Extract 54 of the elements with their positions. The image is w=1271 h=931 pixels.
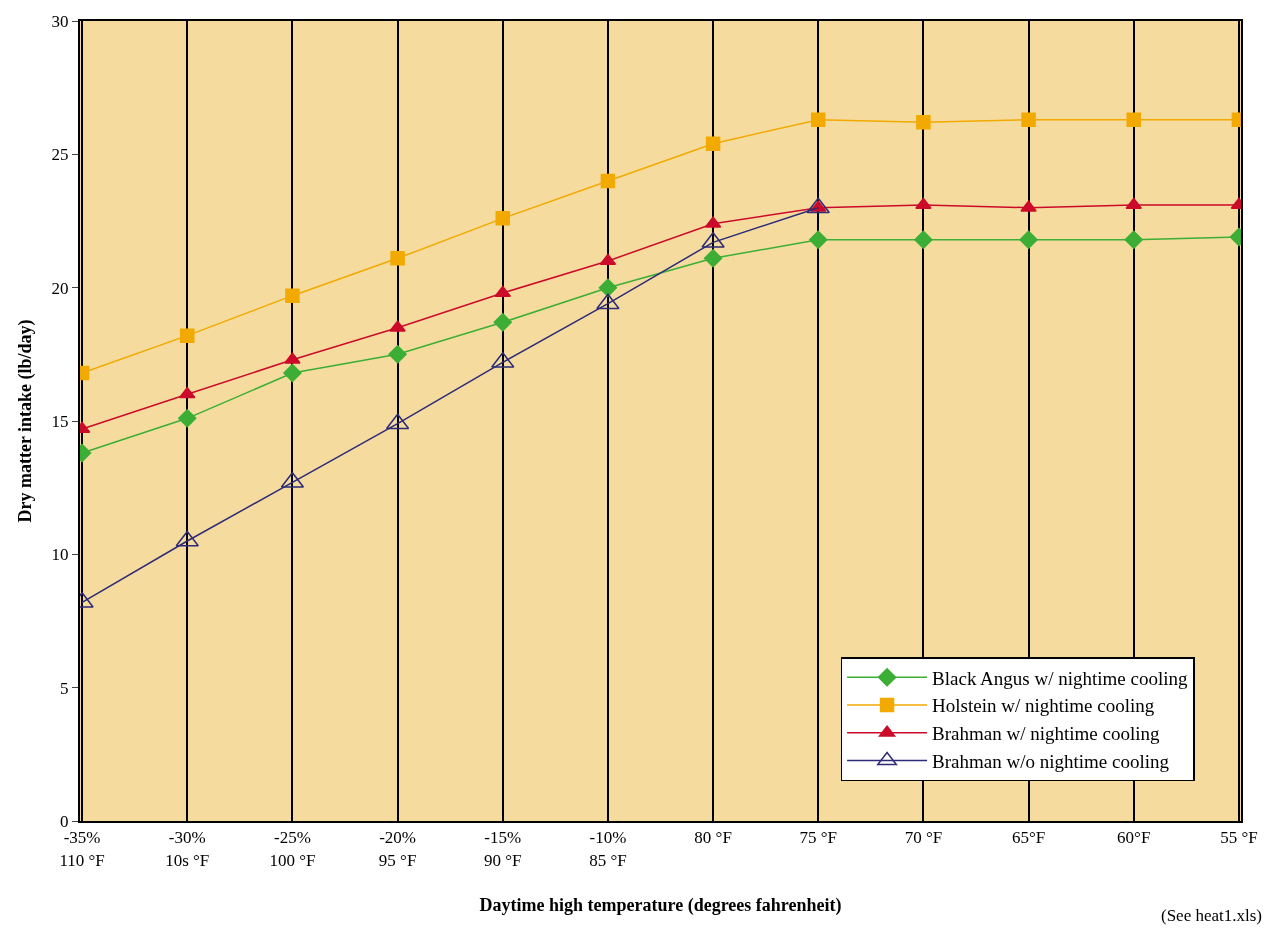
point [1124, 230, 1143, 249]
point [390, 251, 405, 266]
x-tick-label: -25% 100 °F [269, 828, 316, 870]
point [175, 530, 199, 547]
x-tick-label: 70 °F [904, 828, 943, 848]
point [493, 313, 512, 332]
y-tick-label: 25 [51, 145, 69, 165]
point [178, 409, 197, 428]
x-tick-label: -30% 10s °F [165, 828, 210, 870]
point [914, 230, 933, 249]
point [1021, 112, 1036, 127]
x-tick-label: -35% 110 °F [59, 828, 105, 870]
x-tick-label: 60°F [1117, 828, 1151, 848]
x-axis-title: Daytime high temperature (degrees fahrenheit) [479, 895, 842, 917]
point [1125, 197, 1142, 209]
x-tick-label: 55 °F [1220, 828, 1258, 848]
y-tick-label: 20 [51, 278, 69, 298]
point [284, 352, 301, 364]
y-axis-title: Dry matter intake (lb/day) [15, 319, 37, 523]
point [180, 328, 195, 343]
point [703, 249, 723, 268]
point [916, 115, 931, 130]
point [1126, 112, 1141, 127]
legend-label: Black Angus w/ nightime cooling [932, 667, 1188, 689]
point [809, 230, 828, 249]
text: (See heat1.xls) [1161, 906, 1263, 925]
x-tick-label: -20% 95 °F [378, 828, 417, 870]
point [388, 345, 407, 364]
point [596, 293, 620, 310]
point [1020, 200, 1037, 212]
legend-label: Holstein w/ nightime cooling [932, 695, 1155, 717]
point [1019, 230, 1038, 249]
point [179, 387, 196, 399]
point [705, 136, 721, 151]
legend-label: Brahman w/o nightime cooling [932, 750, 1170, 772]
point [283, 363, 302, 383]
point [285, 288, 300, 303]
y-tick-label: 5 [60, 678, 69, 698]
point [389, 320, 406, 332]
legend-label: Brahman w/ nightime cooling [932, 723, 1160, 745]
x-tick-label: -15% 90 °F [484, 828, 522, 870]
x-tick-label: 65°F [1011, 828, 1046, 848]
y-tick-label: 0 [60, 811, 69, 831]
x-tick-label: 75 °F [799, 828, 837, 848]
y-tick-label: 30 [51, 11, 69, 31]
y-tick-label: 15 [51, 411, 69, 431]
point [600, 173, 616, 189]
point [495, 211, 511, 226]
x-tick-label: 80 °F [694, 828, 732, 848]
x-tick-label: -10% 85 °F [589, 828, 627, 870]
point [810, 112, 826, 127]
y-tick-label: 10 [51, 545, 69, 565]
point [598, 278, 618, 297]
point [915, 197, 932, 209]
